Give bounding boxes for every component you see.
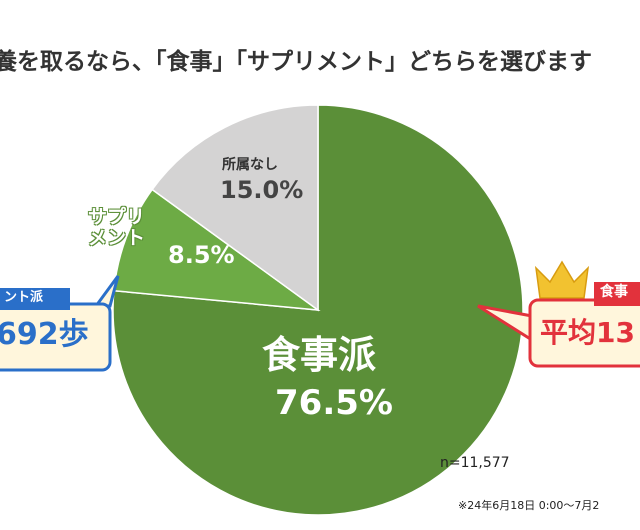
callout-badge: 食事 (600, 284, 628, 300)
callout-value: 692歩 (0, 317, 89, 352)
value-label: 15.0% (220, 176, 304, 204)
slice-label: サプリメント (88, 206, 146, 249)
slice-label: 所属なし (222, 157, 278, 173)
slice-label: 食事派 (262, 333, 377, 377)
badge-left (0, 288, 70, 310)
badge-right (594, 282, 640, 306)
value-label: 76.5% (275, 383, 393, 423)
crown (534, 260, 590, 299)
pie-slice (151, 104, 319, 312)
title: 養を取るなら、「食事」「サプリメント」どちらを選びます (0, 49, 592, 75)
sample-size: n=11,577 (440, 455, 510, 471)
callout-value: 平均13 (540, 316, 635, 349)
value-label: 8.5% (168, 241, 235, 269)
footnote: ※24年6月18日 0:00〜7月2 (458, 499, 600, 512)
callout-badge: ント派 (4, 290, 44, 305)
